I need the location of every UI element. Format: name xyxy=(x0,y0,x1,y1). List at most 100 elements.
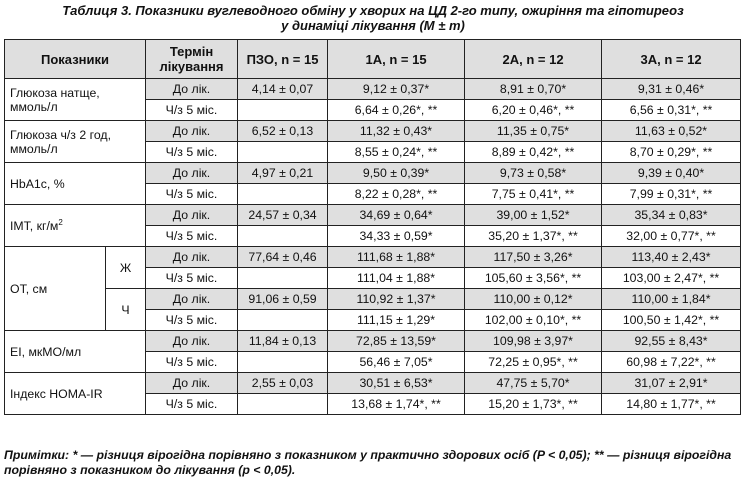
cell-pzo: 77,64 ± 0,46 xyxy=(237,246,329,268)
cell-3a: 35,34 ± 0,83* xyxy=(601,204,742,226)
cell-pzo xyxy=(237,225,329,247)
cell-term: Ч/з 5 міс. xyxy=(145,351,239,373)
cell-3a: 92,55 ± 8,43* xyxy=(601,330,742,352)
cell-1a: 9,12 ± 0,37* xyxy=(327,78,466,100)
header-indicator: Показники xyxy=(3,39,147,79)
table-row: Ч/з 5 міс. 8,22 ± 0,28*, ** 7,75 ± 0,41*… xyxy=(5,183,742,205)
cell-2a: 8,89 ± 0,42*, ** xyxy=(464,141,603,163)
cell-pzo: 91,06 ± 0,59 xyxy=(237,288,329,310)
cell-1a: 111,04 ± 1,88* xyxy=(327,267,466,289)
cell-pzo xyxy=(237,99,329,121)
cell-2a: 6,20 ± 0,46*, ** xyxy=(464,99,603,121)
table-row: ЕІ, мкМО/мл До лік. 11,84 ± 0,13 72,85 ±… xyxy=(3,330,742,373)
table-footnote: Примітки: * — різниця вірогідна порівнян… xyxy=(4,448,732,477)
cell-2a: 9,73 ± 0,58* xyxy=(464,162,603,184)
cell-pzo: 2,55 ± 0,03 xyxy=(237,372,329,394)
table-title: Таблиця 3. Показники вуглеводного обміну… xyxy=(0,3,746,33)
cell-term: До лік. xyxy=(145,204,239,226)
cell-3a: 100,50 ± 1,42*, ** xyxy=(601,309,742,331)
cell-2a: 35,20 ± 1,37*, ** xyxy=(464,225,603,247)
cell-3a: 103,00 ± 2,47*, ** xyxy=(601,267,742,289)
cell-term: До лік. xyxy=(145,78,239,100)
cell-3a: 7,99 ± 0,31*, ** xyxy=(601,183,742,205)
cell-pzo xyxy=(237,267,329,289)
cell-term: Ч/з 5 міс. xyxy=(145,183,239,205)
cell-term: До лік. xyxy=(145,372,239,394)
cell-2a: 110,00 ± 0,12* xyxy=(464,288,603,310)
cell-term: Ч/з 5 міс. xyxy=(145,309,239,331)
cell-3a: 6,56 ± 0,31*, ** xyxy=(601,99,742,121)
bmi-label-text: ІМТ, кг/м xyxy=(10,218,59,233)
row-label-hba1c: HbA1c, % xyxy=(3,162,147,205)
cell-pzo: 4,14 ± 0,07 xyxy=(237,78,329,100)
header-group-2a: 2А, n = 12 xyxy=(464,39,603,79)
cell-term: До лік. xyxy=(145,330,239,352)
cell-1a: 9,50 ± 0,39* xyxy=(327,162,466,184)
cell-3a: 32,00 ± 0,77*, ** xyxy=(601,225,742,247)
data-table: Показники Термін лікування ПЗО, n = 15 1… xyxy=(3,39,742,415)
cell-2a: 105,60 ± 3,56*, ** xyxy=(464,267,603,289)
cell-2a: 8,91 ± 0,70* xyxy=(464,78,603,100)
cell-1a: 6,64 ± 0,26*, ** xyxy=(327,99,466,121)
cell-3a: 14,80 ± 1,77*, ** xyxy=(601,393,742,415)
cell-2a: 117,50 ± 3,26* xyxy=(464,246,603,268)
cell-1a: 11,32 ± 0,43* xyxy=(327,120,466,142)
row-label-bmi: ІМТ, кг/м2 xyxy=(3,204,147,247)
cell-term: До лік. xyxy=(145,120,239,142)
table-row: Ч/з 5 міс. 13,68 ± 1,74*, ** 15,20 ± 1,7… xyxy=(5,393,742,415)
header-term: Термін лікування xyxy=(145,39,239,79)
row-label-glucose-2h: Глюкоза ч/з 2 год, ммоль/л xyxy=(3,120,147,163)
header-group-3a: 3А, n = 12 xyxy=(601,39,742,79)
cell-term: До лік. xyxy=(145,246,239,268)
row-label-homa-ir: Індекс HOMA-IR xyxy=(3,372,147,415)
cell-term: Ч/з 5 міс. xyxy=(145,99,239,121)
cell-3a: 113,40 ± 2,43* xyxy=(601,246,742,268)
cell-pzo: 24,57 ± 0,34 xyxy=(237,204,329,226)
cell-pzo: 4,97 ± 0,21 xyxy=(237,162,329,184)
cell-pzo xyxy=(237,309,329,331)
cell-term: Ч/з 5 міс. xyxy=(145,267,239,289)
cell-2a: 15,20 ± 1,73*, ** xyxy=(464,393,603,415)
cell-1a: 111,15 ± 1,29* xyxy=(327,309,466,331)
cell-pzo xyxy=(237,393,329,415)
row-label-glucose-fasting: Глюкоза натще, ммоль/л xyxy=(3,78,147,121)
cell-term: Ч/з 5 міс. xyxy=(145,393,239,415)
table-row: Індекс HOMA-IR До лік. 2,55 ± 0,03 30,51… xyxy=(3,372,742,415)
cell-term: Ч/з 5 міс. xyxy=(145,141,239,163)
cell-3a: 60,98 ± 7,22*, ** xyxy=(601,351,742,373)
table-row: Ч/з 5 міс. 34,33 ± 0,59* 35,20 ± 1,37*, … xyxy=(5,225,742,247)
table-header-row: Показники Термін лікування ПЗО, n = 15 1… xyxy=(3,39,742,79)
bmi-label-superscript: 2 xyxy=(58,217,63,227)
cell-1a: 72,85 ± 13,59* xyxy=(327,330,466,352)
row-label-ei: ЕІ, мкМО/мл xyxy=(3,330,147,373)
table-row: Ч/з 5 міс. 111,15 ± 1,29* 102,00 ± 0,10*… xyxy=(5,309,742,331)
cell-pzo: 11,84 ± 0,13 xyxy=(237,330,329,352)
cell-2a: 72,25 ± 0,95*, ** xyxy=(464,351,603,373)
cell-pzo xyxy=(237,141,329,163)
table-title-line-2: у динаміці лікування (M ± m) xyxy=(281,18,465,33)
cell-1a: 8,22 ± 0,28*, ** xyxy=(327,183,466,205)
cell-1a: 13,68 ± 1,74*, ** xyxy=(327,393,466,415)
cell-1a: 110,92 ± 1,37* xyxy=(327,288,466,310)
cell-3a: 9,39 ± 0,40* xyxy=(601,162,742,184)
cell-2a: 109,98 ± 3,97* xyxy=(464,330,603,352)
sex-label-female: Ж xyxy=(104,246,147,289)
cell-1a: 34,69 ± 0,64* xyxy=(327,204,466,226)
table-row: Глюкоза ч/з 2 год, ммоль/л До лік. 6,52 … xyxy=(3,120,742,163)
cell-3a: 8,70 ± 0,29*, ** xyxy=(601,141,742,163)
cell-1a: 111,68 ± 1,88* xyxy=(327,246,466,268)
cell-2a: 39,00 ± 1,52* xyxy=(464,204,603,226)
cell-pzo xyxy=(237,183,329,205)
sex-label-male: Ч xyxy=(104,288,147,331)
cell-term: Ч/з 5 міс. xyxy=(145,225,239,247)
cell-pzo: 6,52 ± 0,13 xyxy=(237,120,329,142)
table-title-line-1: Таблиця 3. Показники вуглеводного обміну… xyxy=(62,3,684,18)
header-group-1a: 1А, n = 15 xyxy=(327,39,466,79)
cell-1a: 30,51 ± 6,53* xyxy=(327,372,466,394)
cell-1a: 34,33 ± 0,59* xyxy=(327,225,466,247)
table-row: HbA1c, % До лік. 4,97 ± 0,21 9,50 ± 0,39… xyxy=(3,162,742,205)
row-label-waist: ОТ, см xyxy=(4,246,106,331)
cell-2a: 7,75 ± 0,41*, ** xyxy=(464,183,603,205)
cell-2a: 11,35 ± 0,75* xyxy=(464,120,603,142)
cell-pzo xyxy=(237,351,329,373)
